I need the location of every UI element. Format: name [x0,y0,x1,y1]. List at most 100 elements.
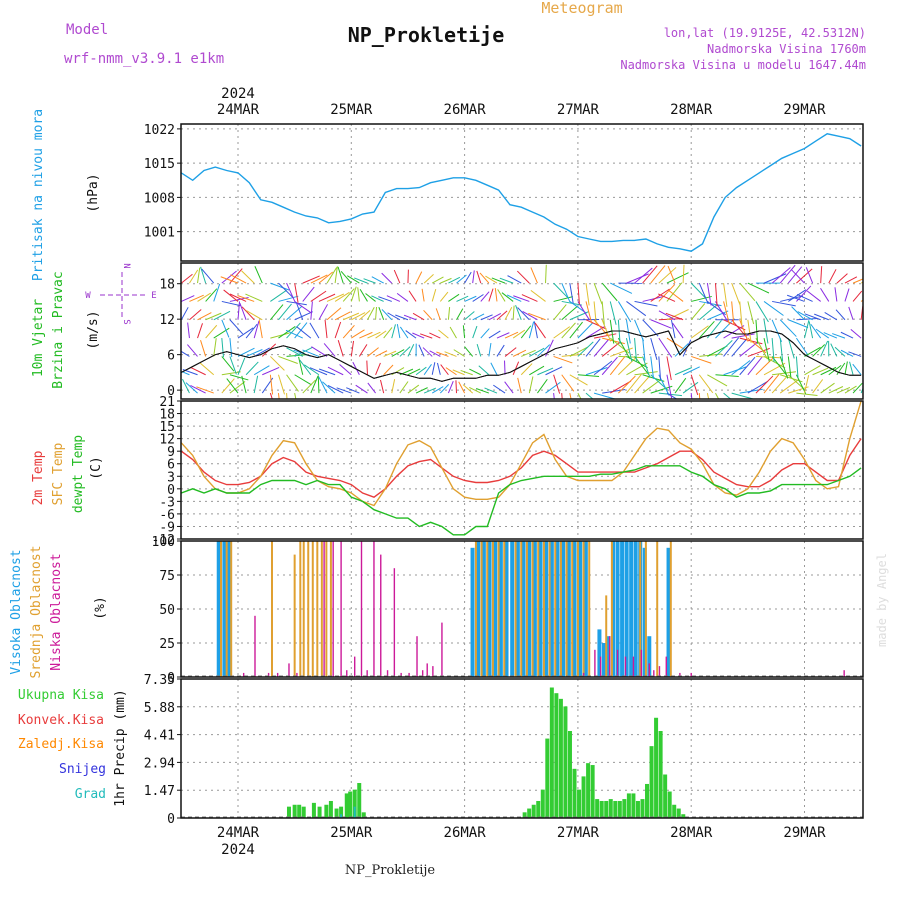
wind-arrow [809,321,812,338]
wind-arrow [254,366,269,375]
wind-arrow [408,369,420,375]
wind-arrow [230,375,248,380]
temp-title-1: 2m Temp [31,450,46,505]
bar-niskaoblacnost [659,666,660,677]
ytick-label: 1001 [144,226,175,241]
wind-arrow [651,338,657,360]
bar-ukupnakisa [668,792,672,818]
year-bottom: 2024 [221,842,255,858]
bar-ukupnakisa [324,805,328,818]
bar-ukupnakisa [312,803,316,818]
wind-arrow [851,329,861,338]
wind-arrow [270,305,283,320]
bar-srednjaoblacnost [670,541,672,677]
precip-legend-2: Konvek.Kisa [18,713,104,728]
wind-arrow [170,367,182,375]
wind-arrow [554,393,556,413]
date-label-bottom: 26MAR [444,825,487,841]
wind-arrow [328,367,343,375]
bar-niskaoblacnost [380,555,381,677]
wind-arrow [594,361,612,375]
ytick-label: 7.35 [144,673,175,688]
wind-arrow [748,357,763,375]
wind-arrow [586,339,600,357]
model-name: wrf-nmm_v3.9.1 e1km [64,51,224,67]
bar-ukupnakisa [609,799,613,818]
precip-legend-4: Snijeg [59,762,106,777]
series-line [181,134,861,251]
bar-visokaoblacnost [510,541,514,677]
wind-arrow [618,358,635,375]
wind-arrow [359,344,367,356]
footer-station: NP_Prokletije [345,863,436,878]
wind-arrow [635,268,653,283]
ytick-label: 1.47 [144,784,175,799]
wind-arrow [578,375,599,377]
wind-arrow [659,338,672,357]
panel-clouds [164,541,863,677]
date-label-top: 26MAR [444,102,487,118]
bar-visokaoblacnost [634,541,638,677]
wind-arrow [562,375,574,392]
wind-arrow [201,340,206,356]
bar-srednjaoblacnost [498,541,500,677]
wind-arrow [246,311,262,320]
panel-frame [181,124,863,261]
ytick-label: 21 [159,395,175,410]
wind-arrow [400,327,408,338]
ytick-label: 2.94 [144,756,175,771]
wind-arrow [788,356,791,377]
wind-arrow [473,270,475,283]
date-label-top: 24MAR [217,102,260,118]
wind-arrow [382,273,392,283]
bar-srednjaoblacnost [532,541,534,677]
wind-arrow [310,323,319,338]
wind-arrow [562,393,564,413]
wind-arrow [368,383,376,393]
wind-arrow [463,325,464,338]
wind-arrow [303,287,314,301]
wind-arrow [635,301,658,306]
wind-arrow [384,327,392,338]
wind-arrow [278,296,298,301]
wind-arrow [448,294,459,301]
bar-niskaoblacnost [609,636,610,677]
bar-srednjaoblacnost [583,541,585,677]
wind-arrow [671,320,675,338]
cloud-unit: (%) [93,596,108,619]
wind-arrow [457,309,463,320]
bar-ukupnakisa [586,763,590,818]
wind-arrow [380,380,383,393]
wind-arrow [379,307,384,320]
wind-arrow [448,307,449,320]
panel-pressure [181,124,863,261]
bar-ukupnakisa [545,739,549,818]
bar-niskaoblacnost [373,541,374,677]
bar-visokaoblacnost [629,541,633,677]
wind-arrow [691,296,712,301]
wind-arrow [691,393,693,414]
panel-precip [181,679,863,818]
bar-ukupnakisa [636,801,640,818]
wind-arrow [224,290,238,301]
wind-arrow [691,283,706,298]
wind-arrow [788,320,808,328]
wind-arrow [748,301,754,324]
wind-arrow [367,307,374,319]
bar-ukupnakisa [541,790,545,818]
wind-arrow [278,375,284,395]
wind-arrow [570,375,588,385]
bar-niskaoblacnost [666,657,667,677]
wind-arrow [764,274,786,283]
ytick-label: 6 [167,349,175,364]
series-line [181,401,861,506]
wind-arrow [278,326,295,338]
bar-niskaoblacnost [441,623,442,677]
wind-arrow [651,320,672,329]
bar-ukupnakisa [554,693,558,818]
bar-ukupnakisa [563,706,567,818]
wind-arrow [424,310,433,319]
bar-srednjaoblacnost [543,541,545,677]
wind-arrow [498,289,505,301]
